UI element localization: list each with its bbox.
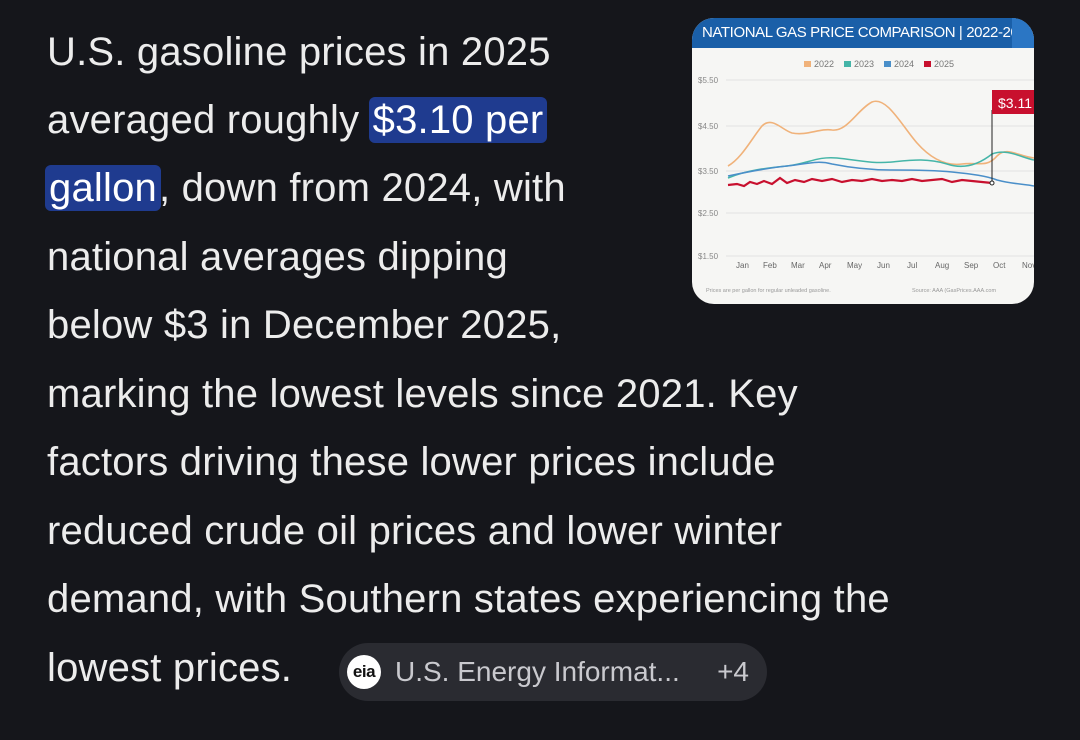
thumbnail-x-axis: Jan Feb Mar Apr May Jun Jul Aug Sep Oct … (736, 261, 1034, 270)
answer-line: averaged roughly $3.10 per (47, 96, 548, 144)
answer-line: reduced crude oil prices and lower winte… (47, 507, 782, 555)
answer-text-segment: factors driving these lower prices inclu… (47, 440, 776, 484)
thumbnail-chart-graphic: 2022 2023 2024 2025 $5.50 $4.50 $3.50 $2… (698, 59, 1034, 294)
answer-line: factors driving these lower prices inclu… (47, 438, 776, 486)
x-tick-label: Jan (736, 261, 749, 270)
legend-label: 2023 (854, 59, 874, 69)
thumbnail-y-axis: $5.50 $4.50 $3.50 $2.50 $1.50 (698, 76, 719, 261)
callout-value: $3.11 (998, 95, 1032, 111)
answer-line: U.S. gasoline prices in 2025 (47, 28, 551, 76)
x-tick-label: Aug (935, 261, 949, 270)
highlighted-price[interactable]: $3.10 per (368, 97, 548, 143)
answer-text-segment: demand, with Southern states experiencin… (47, 577, 890, 621)
answer-text-segment: below $3 in December 2025, (47, 303, 562, 347)
line-2023 (727, 151, 1034, 179)
source-chip-count: +4 (717, 656, 749, 687)
thumbnail-header: NATIONAL GAS PRICE COMPARISON | 2022-202… (692, 18, 1034, 48)
x-tick-label: Jun (877, 261, 890, 270)
thumbnail-source-note: Source: AAA (GasPrices.AAA.com (912, 288, 996, 294)
x-tick-label: Mar (791, 261, 805, 270)
eia-logo-icon: eia (347, 655, 381, 689)
thumbnail-footnote: Prices are per gallon for regular unlead… (706, 288, 831, 294)
x-tick-label: Nov (1022, 261, 1034, 270)
answer-text-segment: , down from 2024, with (158, 166, 566, 210)
legend-label: 2022 (814, 59, 834, 69)
x-tick-label: Feb (763, 261, 777, 270)
source-chip-label: U.S. Energy Informat... (395, 656, 680, 687)
answer-text-segment: marking the lowest levels since 2021. Ke… (47, 372, 798, 416)
answer-line: national averages dipping (47, 233, 508, 281)
chart-thumbnail[interactable]: NATIONAL GAS PRICE COMPARISON | 2022-202… (692, 18, 1034, 304)
y-tick-label: $2.50 (698, 209, 719, 218)
answer-text-segment: U.S. gasoline prices in 2025 (47, 30, 551, 74)
source-chip[interactable]: eia U.S. Energy Informat... +4 (339, 643, 767, 701)
y-tick-label: $3.50 (698, 167, 719, 176)
answer-line: below $3 in December 2025, (47, 301, 561, 349)
thumbnail-legend: 2022 2023 2024 2025 (804, 59, 954, 69)
legend-label: 2024 (894, 59, 914, 69)
legend-swatch-2024 (884, 61, 891, 67)
x-tick-label: Jul (907, 261, 917, 270)
thumbnail-title: NATIONAL GAS PRICE COMPARISON | 2022-202… (702, 24, 1034, 41)
y-tick-label: $1.50 (698, 252, 719, 261)
answer-line: marking the lowest levels since 2021. Ke… (47, 370, 798, 418)
x-tick-label: Apr (819, 261, 832, 270)
answer-text-segment: reduced crude oil prices and lower winte… (47, 509, 783, 553)
answer-text-segment: averaged roughly (47, 98, 371, 142)
x-tick-label: Sep (964, 261, 979, 270)
thumbnail-header-tab (1012, 18, 1034, 48)
y-tick-label: $5.50 (698, 76, 719, 85)
answer-text-segment: lowest prices. (47, 646, 293, 690)
callout-box (992, 90, 1034, 114)
legend-swatch-2022 (804, 61, 811, 67)
answer-line: lowest prices. (47, 644, 292, 692)
answer-line: demand, with Southern states experiencin… (47, 575, 890, 623)
y-tick-label: $4.50 (698, 122, 719, 131)
answer-text-segment: national averages dipping (47, 235, 508, 279)
legend-swatch-2025 (924, 61, 931, 67)
highlighted-price-continued[interactable]: gallon (45, 165, 161, 211)
x-tick-label: Oct (993, 261, 1006, 270)
answer-line: gallon, down from 2024, with (45, 164, 566, 212)
line-2025 (727, 176, 993, 188)
callout-marker (989, 180, 995, 186)
line-2022 (727, 100, 1034, 167)
line-2024 (727, 161, 1034, 187)
legend-swatch-2023 (844, 61, 851, 67)
thumbnail-gridlines (726, 79, 1034, 257)
x-tick-label: May (847, 261, 862, 270)
legend-label: 2025 (934, 59, 954, 69)
